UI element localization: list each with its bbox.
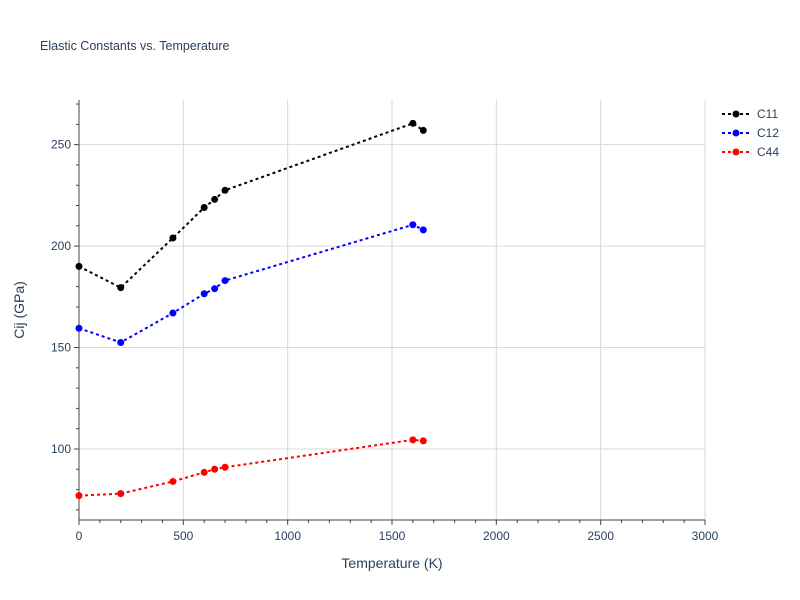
legend-item-c44[interactable]: C44 bbox=[722, 145, 779, 159]
data-point[interactable] bbox=[117, 490, 125, 498]
data-point[interactable] bbox=[75, 262, 83, 270]
data-point[interactable] bbox=[75, 492, 83, 500]
x-tick-label: 2000 bbox=[483, 529, 510, 543]
series-c44 bbox=[75, 436, 427, 500]
data-point[interactable] bbox=[75, 324, 83, 332]
x-tick-label: 500 bbox=[173, 529, 193, 543]
data-point[interactable] bbox=[117, 338, 125, 346]
data-point[interactable] bbox=[419, 126, 427, 134]
legend-marker bbox=[732, 148, 740, 156]
y-tick-label: 200 bbox=[51, 239, 71, 253]
data-point[interactable] bbox=[409, 436, 417, 444]
data-point[interactable] bbox=[169, 234, 177, 242]
legend-marker bbox=[732, 110, 740, 118]
data-point[interactable] bbox=[419, 437, 427, 445]
data-point[interactable] bbox=[409, 119, 417, 127]
legend-item-c12[interactable]: C12 bbox=[722, 126, 779, 140]
data-point[interactable] bbox=[211, 195, 219, 203]
data-point[interactable] bbox=[200, 204, 208, 212]
data-point[interactable] bbox=[409, 221, 417, 229]
y-tick-label: 150 bbox=[51, 341, 71, 355]
data-point[interactable] bbox=[419, 226, 427, 234]
series-c11 bbox=[75, 119, 427, 292]
grid bbox=[79, 100, 706, 520]
data-point[interactable] bbox=[221, 463, 229, 471]
y-tick-labels: 100 150 200 250 bbox=[51, 103, 79, 511]
x-tick-label: 3000 bbox=[692, 529, 719, 543]
series-line bbox=[78, 438, 424, 497]
y-tick-label: 250 bbox=[51, 138, 71, 152]
data-series bbox=[75, 119, 427, 500]
x-tick-label: 2500 bbox=[587, 529, 614, 543]
data-point[interactable] bbox=[169, 477, 177, 485]
legend-label: C11 bbox=[757, 107, 778, 121]
legend-item-c11[interactable]: C11 bbox=[722, 107, 778, 121]
chart-title: Elastic Constants vs. Temperature bbox=[40, 39, 229, 53]
legend-marker bbox=[732, 129, 740, 137]
x-tick-labels: 0 500 1000 1500 2000 2500 3000 bbox=[76, 520, 719, 543]
x-axis-title: Temperature (K) bbox=[341, 555, 442, 571]
x-tick-label: 0 bbox=[76, 529, 83, 543]
data-point[interactable] bbox=[200, 468, 208, 476]
legend-label: C44 bbox=[757, 145, 779, 159]
data-point[interactable] bbox=[221, 277, 229, 285]
data-point[interactable] bbox=[211, 285, 219, 293]
y-axis-title: Cij (GPa) bbox=[11, 281, 27, 339]
legend-label: C12 bbox=[757, 126, 779, 140]
x-tick-label: 1500 bbox=[379, 529, 406, 543]
series-c12 bbox=[75, 221, 427, 346]
legend[interactable]: C11 C12 C44 bbox=[722, 107, 779, 159]
y-tick-label: 100 bbox=[51, 442, 71, 456]
data-point[interactable] bbox=[117, 284, 125, 292]
data-point[interactable] bbox=[211, 465, 219, 473]
data-point[interactable] bbox=[169, 309, 177, 317]
series-line bbox=[78, 223, 424, 344]
data-point[interactable] bbox=[200, 290, 208, 298]
x-tick-label: 1000 bbox=[274, 529, 301, 543]
data-point[interactable] bbox=[221, 186, 229, 194]
series-line bbox=[78, 122, 424, 289]
